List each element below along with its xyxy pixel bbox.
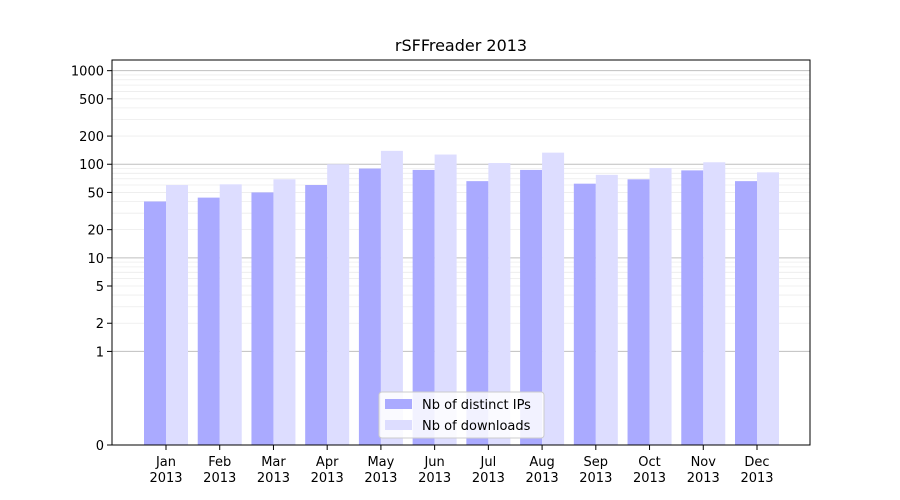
bar-downloads bbox=[542, 152, 565, 445]
bar-downloads bbox=[434, 154, 457, 445]
y-tick-label: 1000 bbox=[71, 65, 104, 80]
bar-downloads bbox=[219, 184, 242, 445]
x-tick-label-year: 2013 bbox=[740, 471, 773, 486]
legend-box bbox=[378, 391, 545, 439]
x-tick-label-month: Dec bbox=[744, 455, 769, 470]
bar-distinct-ips bbox=[466, 181, 489, 445]
x-tick-label-month: Jan bbox=[155, 455, 176, 470]
bar-distinct-ips bbox=[144, 201, 166, 445]
bar-downloads bbox=[166, 185, 188, 445]
y-axis: 0 1 2 5 10 20 50 100 200 500 1000 bbox=[71, 65, 112, 454]
legend-label-downloads: Nb of downloads bbox=[422, 419, 531, 434]
x-tick-label-year: 2013 bbox=[418, 471, 451, 486]
plot-frame bbox=[111, 59, 811, 446]
x-tick-label-month: Mar bbox=[261, 455, 286, 470]
x-axis: Jan2013Feb2013Mar2013Apr2013May2013Jun20… bbox=[149, 445, 774, 486]
x-tick-label-month: Feb bbox=[208, 455, 231, 470]
y-tick-label: 200 bbox=[79, 130, 104, 145]
legend-label-distinct-ips: Nb of distinct IPs bbox=[422, 398, 531, 413]
bar-downloads bbox=[649, 168, 672, 445]
bar-distinct-ips bbox=[627, 179, 650, 445]
x-tick-label-month: Oct bbox=[638, 455, 660, 470]
y-tick-label: 500 bbox=[79, 93, 104, 108]
bar-distinct-ips bbox=[412, 169, 435, 445]
x-tick-label-year: 2013 bbox=[364, 471, 397, 486]
y-tick-label: 20 bbox=[87, 224, 104, 239]
x-tick-label-month: Jul bbox=[480, 455, 497, 470]
chart-title: rSFFreader 2013 bbox=[395, 36, 527, 55]
bar-downloads bbox=[488, 163, 511, 445]
bar-distinct-ips bbox=[197, 197, 220, 445]
y-tick-label: 5 bbox=[96, 280, 104, 295]
bar-distinct-ips bbox=[358, 168, 381, 445]
y-tick-label: 50 bbox=[87, 186, 104, 201]
legend-swatch-distinct-ips bbox=[385, 399, 412, 409]
x-tick-label-month: Apr bbox=[316, 455, 339, 470]
bar-downloads bbox=[703, 162, 726, 446]
bar-distinct-ips bbox=[251, 192, 274, 445]
x-tick-label-year: 2013 bbox=[579, 471, 612, 486]
bar-downloads bbox=[327, 164, 350, 445]
x-tick-label-year: 2013 bbox=[311, 471, 344, 486]
bars-layer bbox=[144, 150, 779, 446]
x-tick-label-year: 2013 bbox=[149, 471, 182, 486]
x-tick-label-year: 2013 bbox=[472, 471, 505, 486]
y-tick-label: 100 bbox=[79, 158, 104, 173]
legend-swatch-downloads bbox=[385, 420, 412, 430]
x-tick-label-month: Nov bbox=[691, 455, 717, 470]
bar-downloads bbox=[757, 172, 779, 446]
bar-downloads bbox=[273, 179, 296, 445]
bar-distinct-ips bbox=[573, 183, 596, 445]
x-tick-label-month: Jun bbox=[423, 455, 444, 470]
bar-distinct-ips bbox=[681, 170, 704, 445]
y-tick-label: 0 bbox=[96, 439, 104, 454]
legend: Nb of distinct IPs Nb of downloads bbox=[378, 391, 545, 439]
bar-distinct-ips bbox=[520, 169, 543, 445]
x-tick-label-year: 2013 bbox=[203, 471, 236, 486]
bar-downloads bbox=[380, 150, 403, 445]
y-tick-label: 2 bbox=[96, 317, 104, 332]
x-tick-label-month: Sep bbox=[584, 455, 609, 470]
x-tick-label-year: 2013 bbox=[257, 471, 290, 486]
x-tick-label-year: 2013 bbox=[633, 471, 666, 486]
x-tick-label-month: May bbox=[367, 455, 394, 470]
x-tick-label-year: 2013 bbox=[687, 471, 720, 486]
bar-distinct-ips bbox=[735, 181, 757, 445]
y-tick-label: 10 bbox=[87, 252, 104, 267]
x-tick-label-month: Aug bbox=[529, 455, 554, 470]
x-tick-label-year: 2013 bbox=[526, 471, 559, 486]
bar-distinct-ips bbox=[305, 185, 328, 445]
y-tick-label: 1 bbox=[96, 345, 104, 360]
bar-downloads bbox=[595, 174, 618, 445]
